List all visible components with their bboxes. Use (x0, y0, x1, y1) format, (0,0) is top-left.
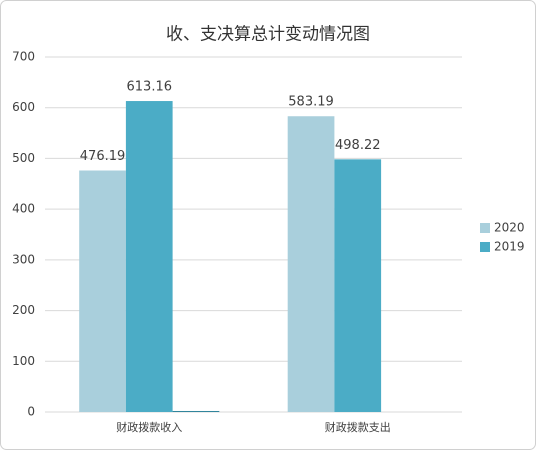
y-tick-label: 500 (12, 151, 35, 165)
y-tick-label: 400 (12, 202, 35, 216)
bar (334, 159, 382, 412)
legend-swatch (480, 223, 490, 233)
legend-swatch (480, 242, 490, 252)
data-label: 498.22 (335, 138, 381, 153)
data-label: 613.16 (127, 80, 173, 95)
bar (79, 170, 126, 412)
legend-label: 2020 (494, 221, 525, 235)
chart-title: 收、支决算总计变动情况图 (166, 25, 370, 45)
x-tick-label: 财政拨款收入 (116, 420, 182, 434)
y-tick-label: 200 (12, 303, 35, 317)
y-tick-label: 700 (12, 50, 35, 64)
bar (125, 101, 173, 412)
legend-label: 2019 (494, 240, 525, 254)
bar (287, 116, 335, 413)
data-label: 476.19 (80, 149, 126, 164)
data-label: 583.19 (288, 95, 334, 110)
y-tick-label: 300 (12, 252, 35, 266)
y-tick-label: 0 (27, 405, 35, 419)
y-tick-label: 600 (12, 100, 35, 114)
y-tick-label: 100 (12, 354, 35, 368)
bar (172, 410, 220, 412)
x-tick-label: 财政拨款支出 (325, 420, 391, 434)
